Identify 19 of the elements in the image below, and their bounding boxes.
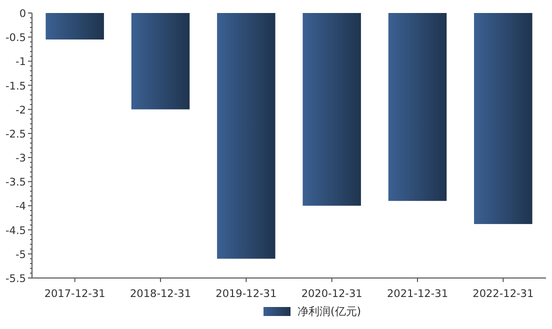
x-tick-label: 2020-12-31 bbox=[301, 288, 362, 300]
x-tick-label: 2018-12-31 bbox=[130, 288, 192, 300]
y-tick-label: -1 bbox=[16, 56, 26, 68]
y-tick-label: -2.5 bbox=[6, 128, 26, 140]
y-tick-label: -4 bbox=[16, 200, 26, 213]
x-tick-label: 2022-12-31 bbox=[472, 288, 534, 300]
y-tick-label: -5 bbox=[16, 248, 26, 261]
y-tick-label: -4.5 bbox=[6, 224, 26, 237]
x-tick-label: 2019-12-31 bbox=[216, 288, 277, 300]
x-tick-label: 2021-12-31 bbox=[386, 288, 448, 300]
y-tick-label: -2 bbox=[16, 104, 26, 116]
y-tick-label: -5.5 bbox=[6, 273, 26, 285]
y-tick-label: -3 bbox=[16, 152, 26, 165]
y-tick-label: -1.5 bbox=[6, 80, 26, 92]
legend-label: 净利润(亿元) bbox=[298, 305, 362, 318]
y-tick-label: 0 bbox=[19, 8, 26, 20]
y-tick-label: -3.5 bbox=[6, 176, 26, 189]
x-tick-label: 2017-12-31 bbox=[44, 288, 106, 300]
y-tick-label: -0.5 bbox=[6, 32, 26, 44]
